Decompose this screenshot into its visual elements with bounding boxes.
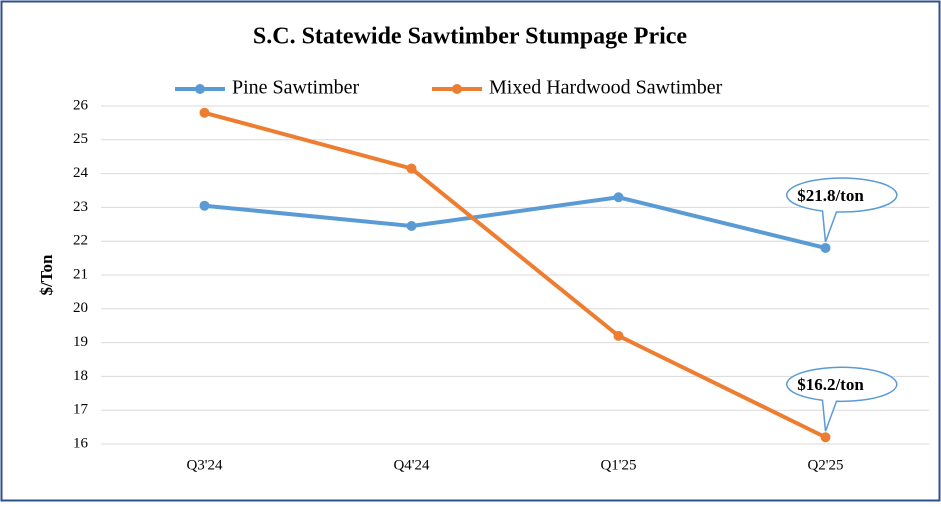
chart-title: S.C. Statewide Sawtimber Stumpage Price	[253, 24, 688, 50]
y-tick-label: 17	[73, 402, 89, 418]
x-tick-label: Q3'24	[186, 457, 223, 473]
data-point	[199, 200, 210, 211]
y-tick-label: 26	[73, 97, 89, 113]
legend-label: Pine Sawtimber	[232, 77, 360, 99]
data-point	[820, 242, 831, 253]
legend-marker	[195, 84, 205, 94]
data-point	[613, 192, 624, 203]
data-point	[406, 220, 417, 231]
x-tick-label: Q2'25	[807, 457, 843, 473]
data-point	[820, 432, 831, 443]
legend-marker	[452, 84, 462, 94]
y-tick-label: 19	[73, 334, 88, 350]
callout-bubble	[786, 177, 898, 243]
y-tick-label: 21	[73, 266, 88, 282]
data-label: $21.8/ton	[797, 186, 864, 205]
data-point	[613, 330, 624, 341]
y-tick-label: 20	[73, 300, 88, 316]
series-line	[204, 195, 826, 250]
y-tick-label: 16	[73, 435, 89, 451]
y-axis-label: $/Ton	[37, 254, 56, 296]
y-tick-label: 25	[73, 131, 88, 147]
y-tick-label: 18	[73, 368, 88, 384]
data-label: $16.2/ton	[797, 375, 864, 394]
data-point	[406, 163, 417, 174]
y-tick-label: 23	[73, 199, 88, 215]
legend-label: Mixed Hardwood Sawtimber	[489, 77, 723, 99]
callout-bubble	[786, 366, 898, 432]
data-point	[199, 107, 210, 118]
y-tick-label: 24	[73, 165, 89, 181]
x-tick-label: Q1'25	[600, 457, 636, 473]
y-tick-label: 22	[73, 233, 88, 249]
series-line	[203, 110, 827, 440]
x-tick-label: Q4'24	[393, 457, 430, 473]
